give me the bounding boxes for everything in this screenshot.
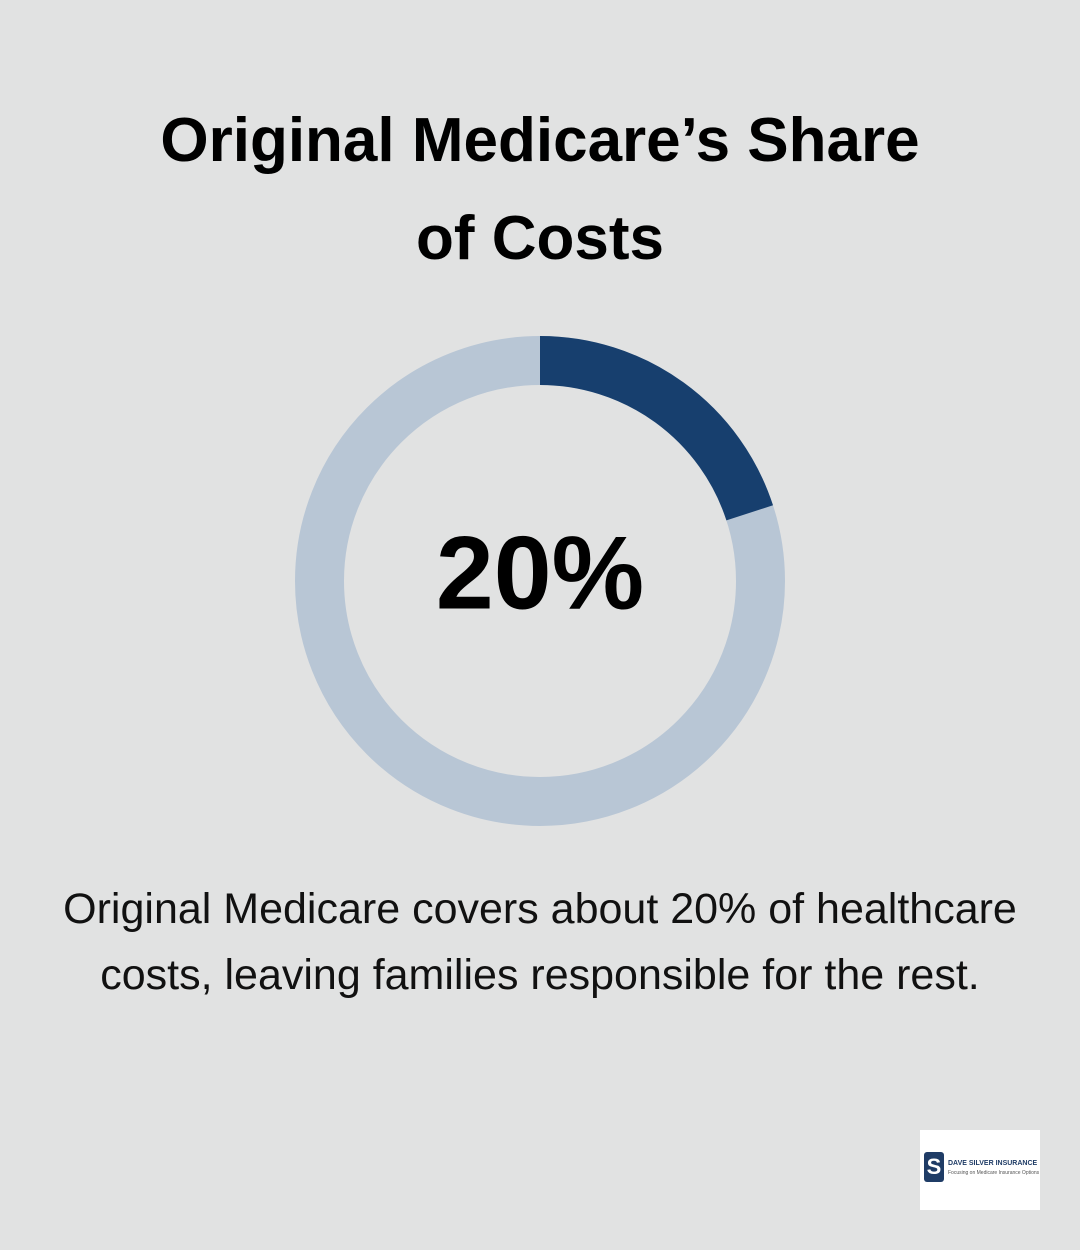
logo-tagline: Focusing on Medicare Insurance Options xyxy=(948,1170,1040,1176)
logo: S DAVE SILVER INSURANCE Focusing on Medi… xyxy=(920,1130,1040,1210)
caption: Original Medicare covers about 20% of he… xyxy=(63,885,1017,999)
donut-segment xyxy=(539,336,774,521)
logo-name: DAVE SILVER INSURANCE xyxy=(948,1160,1038,1167)
center-value-label: 20% xyxy=(436,515,644,631)
chart-title: Original Medicare’s Share of Costs xyxy=(160,106,920,273)
logo-mark: S xyxy=(924,1152,944,1182)
